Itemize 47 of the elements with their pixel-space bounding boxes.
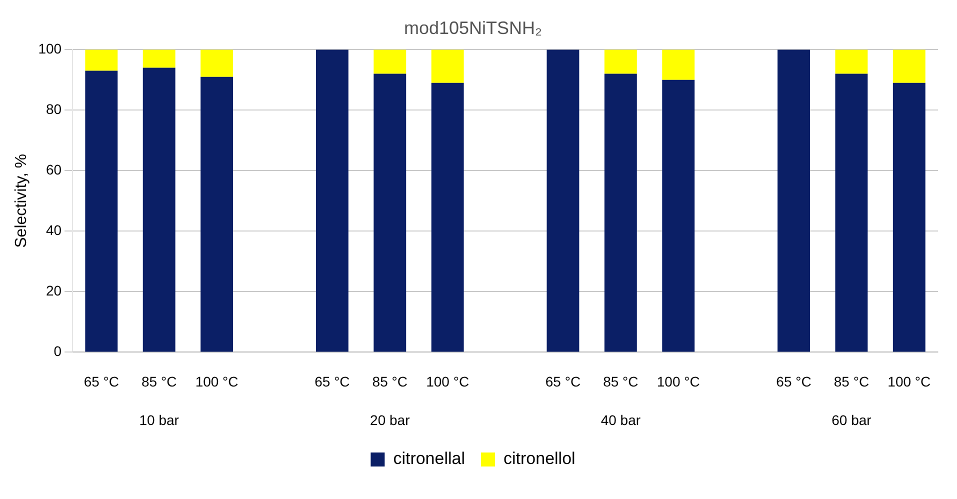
bar [142,68,176,352]
x-tick-label: 85 °C [372,373,408,390]
x-tick-label: 85 °C [603,373,638,390]
x-tick-label: 65 °C [84,373,119,390]
bar [604,74,637,352]
bar [835,74,868,352]
bar [892,82,926,352]
y-axis-title: Selectivity, % [13,154,30,248]
text: 40 bar [600,412,641,428]
text: 60 bar [832,412,872,428]
text: 20 bar [370,412,410,428]
bar [604,50,637,74]
bar [200,76,234,352]
x-tick-label: 65 °C [776,373,812,390]
bar [85,50,118,71]
bar [662,80,695,352]
text: 10 bar [139,412,180,428]
x-tick-label: 100 °C [656,373,700,390]
bar [374,50,406,74]
bar [374,74,406,352]
y-tick-label: 100 [38,40,62,56]
y-tick-label: 40 [46,222,62,238]
y-tick-label: 80 [46,100,62,117]
bar [431,50,464,83]
bar [200,50,234,77]
bar [662,50,695,80]
y-tick-label: 20 [46,282,62,299]
bar [142,50,176,68]
x-tick-label: 85 °C [834,373,870,390]
bar [892,50,926,83]
x-tick-label: 65 °C [314,373,350,390]
bar [85,70,118,352]
x-tick-label: 100 °C [426,373,470,390]
x-tick-label: 100 °C [888,373,931,390]
x-tick-label: 100 °C [195,373,238,390]
x-tick-label: 85 °C [142,373,177,390]
bar [546,50,580,352]
legend-label: citronellal [393,449,465,468]
chart-title: mod105NiTSNH₂ [404,18,542,38]
bar [835,50,868,74]
y-tick-label: 60 [46,162,62,178]
bar [316,50,348,352]
bar [778,50,810,352]
bar [431,82,464,352]
y-tick-label: 0 [54,343,62,360]
legend-label: citronellol [504,449,576,468]
x-tick-label: 65 °C [545,373,581,390]
